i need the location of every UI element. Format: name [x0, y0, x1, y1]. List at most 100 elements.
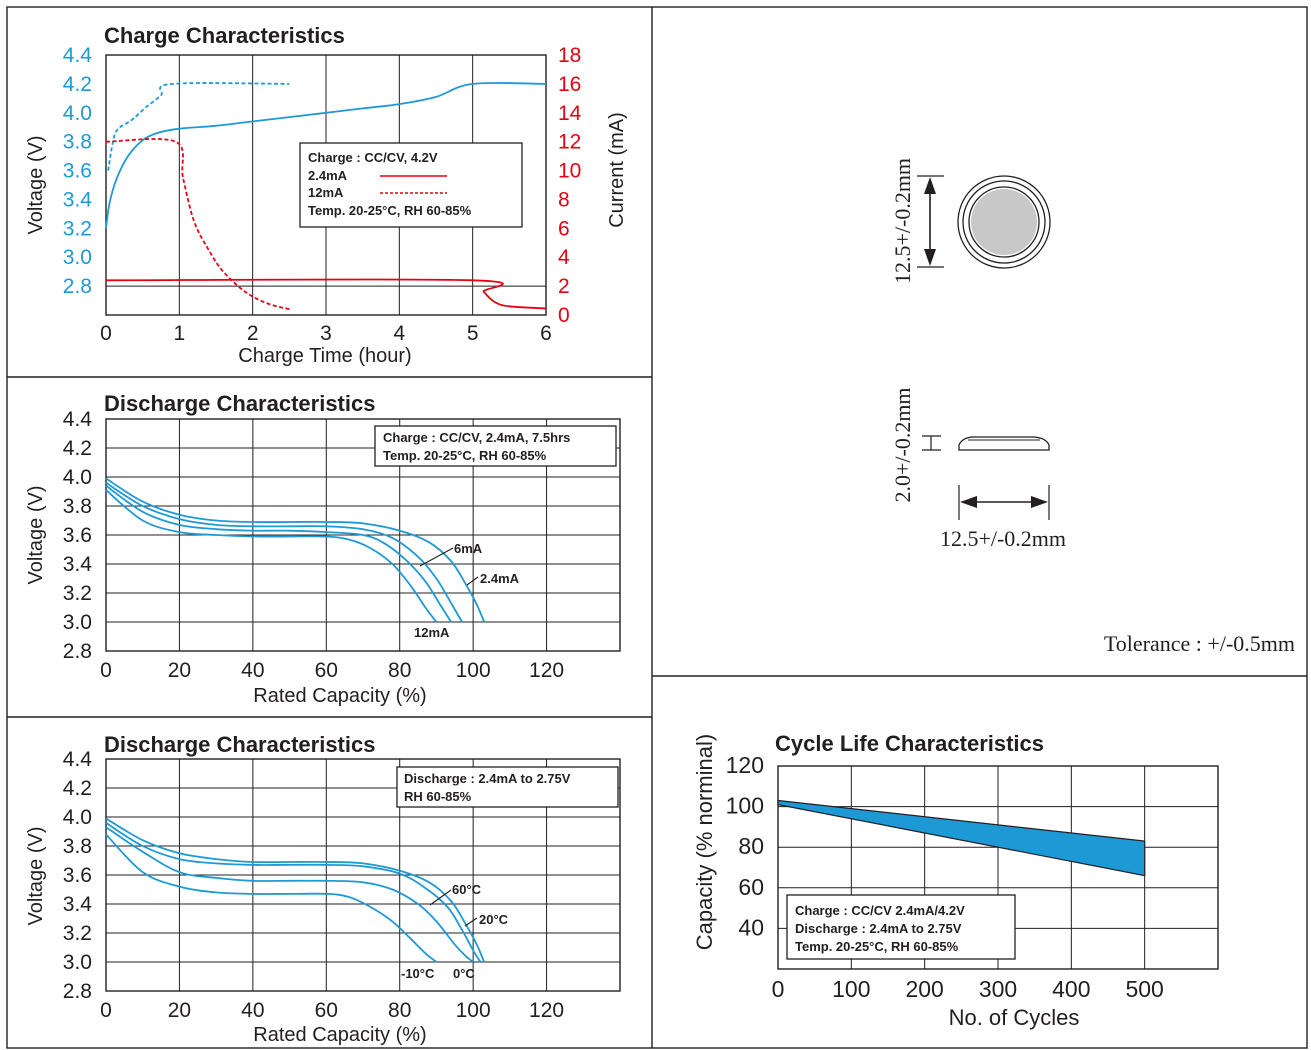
discharge-temp-y-tick-2-8: 2.8	[63, 980, 92, 1003]
cycle-x-ticks: 0 100 200 300 400 500	[772, 976, 1164, 1002]
discharge-rate-y-tick-3-8: 3.8	[63, 495, 92, 518]
discharge-temp-y-tick-3-4: 3.4	[63, 893, 93, 916]
discharge-rate-x-tick-60: 60	[315, 659, 338, 682]
dim-horz-arrow-left	[960, 496, 977, 508]
label-2-4ma: 2.4mA	[480, 571, 520, 586]
dim-vert-arrow-top	[924, 177, 936, 194]
charge-voltage-tick-3-4: 3.4	[63, 188, 93, 211]
discharge-rate-series-6ma-line	[106, 483, 462, 622]
discharge-temp-series	[106, 819, 484, 963]
cycle-y-tick-80: 80	[738, 833, 764, 859]
charge-current-tick-12: 12	[558, 131, 581, 154]
charge-chart-title: Charge Characteristics	[104, 23, 345, 48]
cycle-y-axis-label: Capacity (% norminal)	[692, 734, 717, 950]
discharge-temp-chart-title: Discharge Characteristics	[104, 732, 375, 757]
dim-diameter-vertical-label: 12.5+/-0.2mm	[890, 158, 915, 284]
charge-voltage-tick-3: 3.0	[63, 246, 92, 269]
cycle-series	[778, 801, 1145, 876]
cycle-y-ticks: 406080100120	[726, 752, 764, 940]
discharge-temp-x-axis-label: Rated Capacity (%)	[253, 1024, 426, 1046]
cycle-y-tick-60: 60	[738, 874, 764, 900]
cycle-legend-line1: Charge : CC/CV 2.4mA/4.2V	[795, 903, 965, 918]
charge-x-tick-1: 1	[173, 322, 185, 345]
charge-current-tick-2: 2	[558, 275, 570, 298]
discharge-rate-y-tick-3: 3.0	[63, 611, 92, 634]
charge-current-tick-14: 14	[558, 102, 582, 125]
discharge-rate-series-12ma-line	[106, 490, 436, 622]
discharge-temp-legend: Discharge : 2.4mA to 2.75V RH 60-85%	[397, 767, 618, 807]
cycle-x-tick-300: 300	[979, 976, 1017, 1002]
cycle-x-tick-100: 100	[832, 976, 870, 1002]
charge-series-12ma-current-line	[106, 139, 289, 309]
discharge-rate-y-ticks: 2.8 3.0 3.2 3.4 3.6 3.8 4.0 4.2 4.4	[63, 408, 93, 663]
cycle-y-tick-120: 120	[726, 752, 764, 778]
charge-x-tick-0: 0	[100, 322, 112, 345]
discharge-temp-y-axis-label: Voltage (V)	[25, 827, 47, 926]
discharge-temp-chart: Discharge Characteristics 2.8 3.0 3.2 3.4 3.…	[25, 732, 620, 1046]
cycle-chart: Cycle Life Characteristics 406080100120 …	[692, 731, 1218, 1030]
charge-legend-title: Charge : CC/CV, 4.2V	[308, 150, 438, 165]
cycle-capacity-band	[778, 801, 1145, 876]
discharge-temp-series-10-c-line	[106, 834, 436, 962]
cycle-x-tick-0: 0	[772, 976, 785, 1002]
charge-x-tick-3: 3	[320, 322, 332, 345]
discharge-temp-y-tick-3-8: 3.8	[63, 835, 92, 858]
charge-x-tick-5: 5	[467, 322, 479, 345]
cycle-legend-line2: Discharge : 2.4mA to 2.75V	[795, 921, 962, 936]
charge-voltage-tick-2-8: 2.8	[63, 275, 92, 298]
discharge-rate-chart: Discharge Characteristics 2.83.03.23.43.…	[25, 391, 620, 707]
discharge-temp-x-tick-120: 120	[529, 999, 564, 1022]
cell-side-view	[959, 437, 1049, 450]
charge-x-tick-4: 4	[393, 322, 405, 345]
discharge-temp-y-tick-4-4: 4.4	[63, 748, 93, 771]
cycle-x-tick-500: 500	[1125, 976, 1163, 1002]
discharge-rate-legend-line1: Charge : CC/CV, 2.4mA, 7.5hrs	[383, 430, 570, 445]
label-20c: 20°C	[479, 912, 509, 927]
discharge-temp-x-tick-60: 60	[315, 999, 338, 1022]
discharge-rate-legend: Charge : CC/CV, 2.4mA, 7.5hrs Temp. 20-2…	[375, 426, 616, 466]
discharge-temp-y-tick-4: 4.0	[63, 806, 92, 829]
discharge-rate-legend-line2: Temp. 20-25°C, RH 60-85%	[383, 448, 547, 463]
discharge-temp-x-tick-80: 80	[388, 999, 411, 1022]
discharge-rate-y-tick-2-8: 2.8	[63, 640, 92, 663]
discharge-rate-y-tick-4: 4.0	[63, 466, 92, 489]
charge-chart: Charge Characteristics 2.8 3.0 3.2 3.4 3.6 3.…	[25, 23, 628, 367]
discharge-rate-x-tick-120: 120	[529, 659, 564, 682]
cycle-y-tick-40: 40	[738, 914, 764, 940]
charge-voltage-tick-4-2: 4.2	[63, 73, 92, 96]
label-2-4ma-leader	[467, 577, 478, 585]
discharge-temp-x-tick-40: 40	[241, 999, 264, 1022]
discharge-temp-x-tick-20: 20	[168, 999, 191, 1022]
discharge-rate-x-tick-0: 0	[100, 659, 112, 682]
charge-current-tick-6: 6	[558, 217, 570, 240]
charge-y2-ticks: 024681012141618	[558, 44, 582, 327]
charge-y-axis-label: Voltage (V)	[25, 136, 47, 235]
discharge-rate-y-tick-4-4: 4.4	[63, 408, 93, 431]
cycle-legend: Charge : CC/CV 2.4mA/4.2V Discharge : 2.…	[787, 895, 1015, 959]
discharge-rate-y-tick-3-4: 3.4	[63, 553, 93, 576]
charge-current-tick-16: 16	[558, 73, 581, 96]
discharge-temp-x-tick-100: 100	[456, 999, 491, 1022]
charge-voltage-tick-4: 4.0	[63, 102, 92, 125]
discharge-temp-x-ticks: 0 20 40 60 80 100 120	[100, 999, 564, 1022]
discharge-temp-y-tick-3: 3.0	[63, 951, 92, 974]
charge-x-tick-6: 6	[540, 322, 552, 345]
dim-vert-arrow-bottom	[924, 249, 936, 266]
charge-legend-item-12ma: 12mA	[308, 185, 344, 200]
charge-current-tick-0: 0	[558, 304, 570, 327]
charge-y-ticks: 2.8 3.0 3.2 3.4 3.6 3.8 4.0 4.2 4.4	[63, 44, 93, 298]
discharge-rate-series-2-4ma-line	[106, 478, 484, 622]
discharge-temp-x-tick-0: 0	[100, 999, 112, 1022]
charge-legend: Charge : CC/CV, 4.2V 2.4mA 12mA Temp. 20…	[300, 143, 522, 227]
charge-y2-axis-label: Current (mA)	[606, 112, 628, 228]
label-60c: 60°C	[452, 882, 482, 897]
discharge-rate-series	[106, 478, 484, 622]
discharge-rate-y-tick-3-2: 3.2	[63, 582, 92, 605]
discharge-rate-x-tick-100: 100	[456, 659, 491, 682]
charge-legend-conditions: Temp. 20-25°C, RH 60-85%	[308, 203, 472, 218]
charge-voltage-tick-3-2: 3.2	[63, 217, 92, 240]
charge-x-tick-2: 2	[247, 322, 259, 345]
discharge-rate-x-tick-80: 80	[388, 659, 411, 682]
cycle-x-axis-label: No. of Cycles	[949, 1005, 1080, 1030]
